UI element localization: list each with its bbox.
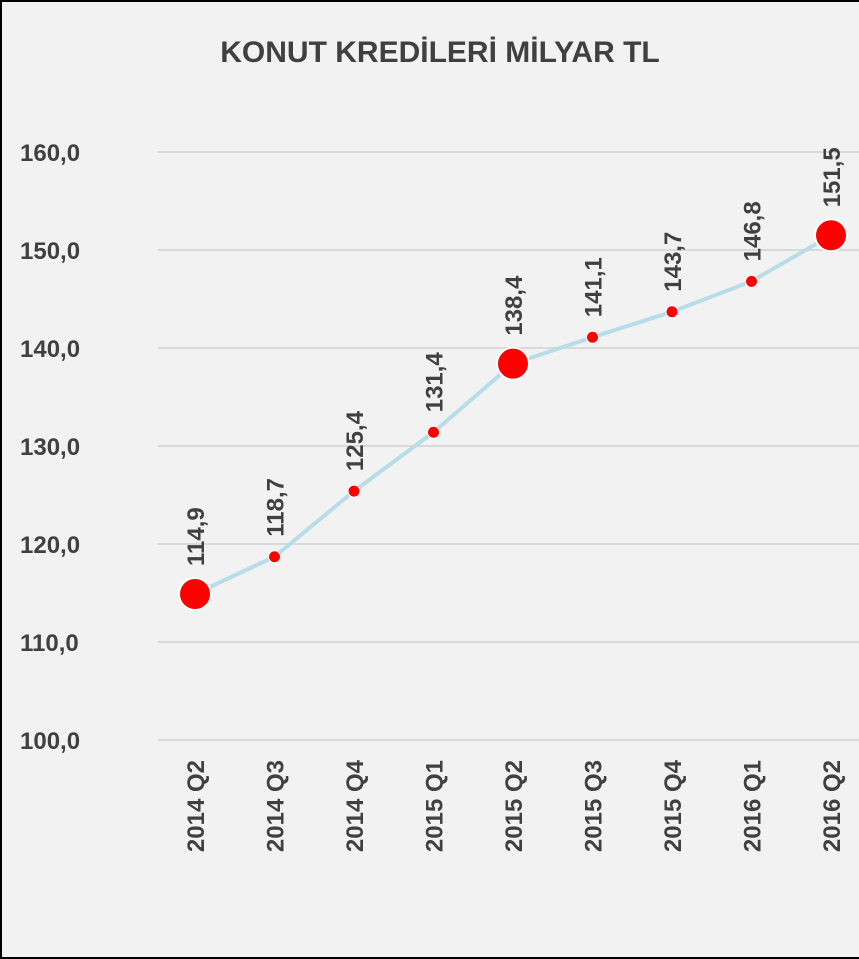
x-tick-label: 2014 Q4 xyxy=(342,759,369,852)
data-point xyxy=(665,305,679,319)
x-tick-label: 2015 Q3 xyxy=(581,760,608,852)
data-point xyxy=(178,576,212,611)
x-tick-label: 2014 Q3 xyxy=(263,760,290,852)
data-point xyxy=(745,274,758,288)
y-tick-label: 120,0 xyxy=(20,532,80,559)
data-label: 151,5 xyxy=(819,147,846,207)
y-tick-label: 130,0 xyxy=(20,434,80,461)
data-point xyxy=(347,484,361,498)
y-tick-label: 110,0 xyxy=(20,630,79,657)
data-label: 141,1 xyxy=(581,257,608,317)
x-tick-label: 2015 Q2 xyxy=(501,760,528,852)
y-tick-label: 160,0 xyxy=(20,140,80,167)
y-tick-label: 150,0 xyxy=(20,238,80,265)
x-tick-label: 2015 Q1 xyxy=(422,760,449,852)
data-label: 131,4 xyxy=(422,352,449,413)
data-label: 146,8 xyxy=(740,201,767,261)
y-tick-label: 140,0 xyxy=(20,336,80,363)
data-point xyxy=(427,425,440,439)
y-tick-label: 100,0 xyxy=(20,728,80,755)
x-tick-label: 2014 Q2 xyxy=(183,760,210,852)
data-label: 138,4 xyxy=(501,275,528,336)
chart-title: KONUT KREDİLERİ MİLYAR TL xyxy=(220,36,659,69)
x-tick-label: 2015 Q4 xyxy=(660,759,687,852)
data-point xyxy=(496,346,530,381)
data-label: 114,9 xyxy=(183,507,210,566)
data-point xyxy=(586,330,599,344)
data-label: 125,4 xyxy=(342,410,369,471)
x-tick-label: 2016 Q1 xyxy=(740,760,767,852)
data-label: 118,7 xyxy=(263,478,290,537)
data-label: 143,7 xyxy=(660,232,687,292)
data-point xyxy=(268,550,281,564)
x-tick-label: 2016 Q2 xyxy=(819,760,846,852)
data-point xyxy=(814,218,848,253)
